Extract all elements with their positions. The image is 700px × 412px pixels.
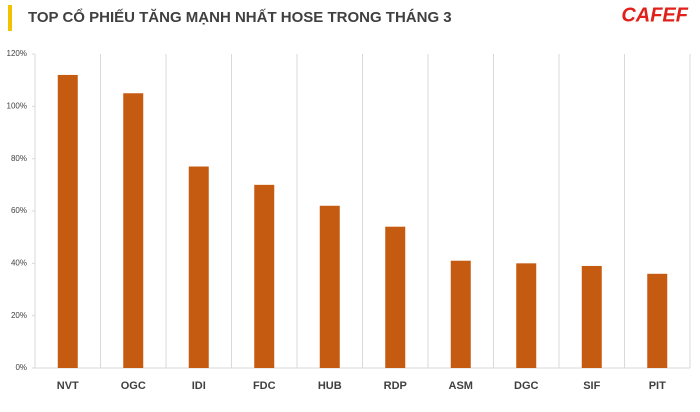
x-tick-label: OGC: [121, 380, 146, 392]
x-tick-label: HUB: [318, 380, 342, 392]
y-tick-label: 100%: [7, 101, 27, 110]
x-tick-label: FDC: [253, 380, 276, 392]
y-tick-label: 0%: [15, 363, 27, 372]
bar: [581, 265, 602, 368]
x-tick-label: ASM: [449, 380, 473, 392]
bar: [516, 263, 537, 368]
logo: CAFEF: [621, 4, 688, 26]
x-tick-label: SIF: [583, 380, 600, 392]
bar: [647, 273, 668, 368]
y-tick-label: 40%: [11, 258, 27, 267]
bar: [319, 205, 340, 368]
x-tick-label: PIT: [649, 380, 666, 392]
bar: [57, 74, 78, 368]
y-tick-label: 60%: [11, 206, 27, 215]
x-tick-label: RDP: [384, 380, 407, 392]
bar: [254, 184, 275, 368]
chart-title: TOP CỔ PHIẾU TĂNG MẠNH NHẤT HOSE TRONG T…: [28, 8, 452, 26]
bar: [188, 166, 209, 368]
bar: [450, 260, 471, 368]
y-tick-label: 20%: [11, 311, 27, 320]
x-tick-label: NVT: [57, 380, 79, 392]
bar: [123, 93, 144, 368]
y-tick-label: 80%: [11, 154, 27, 163]
x-tick-label: DGC: [514, 380, 539, 392]
title-accent: [8, 5, 12, 31]
bar: [385, 226, 406, 368]
y-tick-label: 120%: [7, 49, 27, 58]
x-tick-label: IDI: [192, 380, 206, 392]
